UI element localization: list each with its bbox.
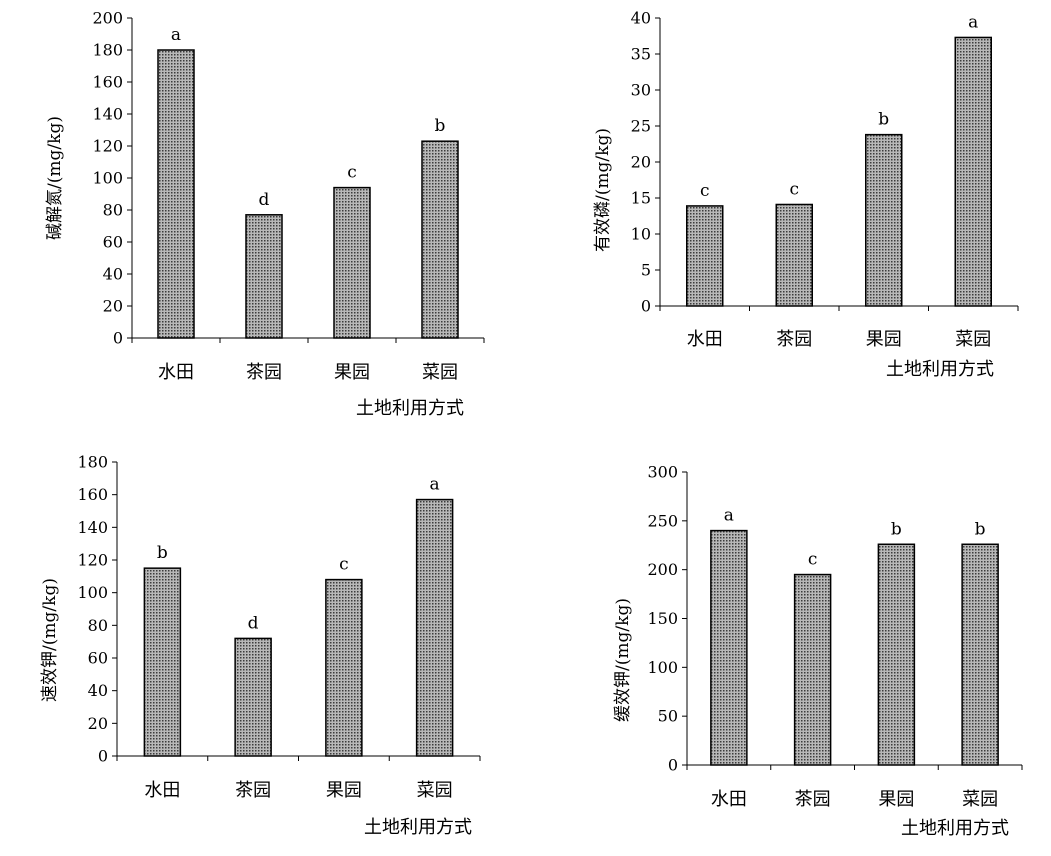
- y-axis-title: 碱解氮/(mg/kg): [45, 116, 65, 240]
- x-axis-title: 土地利用方式: [886, 359, 994, 380]
- significance-letter: b: [435, 116, 446, 136]
- x-axis-title: 土地利用方式: [364, 817, 472, 838]
- y-tick-label: 30: [631, 81, 651, 100]
- significance-letter: a: [724, 506, 734, 526]
- y-tick-label: 0: [98, 747, 108, 766]
- y-tick-label: 100: [77, 583, 108, 602]
- bar-3: [865, 133, 903, 307]
- significance-letter: c: [700, 181, 710, 201]
- y-tick-label: 40: [631, 9, 651, 28]
- y-tick-label: 60: [88, 649, 108, 668]
- x-category-label: 茶园: [246, 362, 282, 383]
- significance-letter: a: [171, 25, 181, 45]
- bar-3: [333, 186, 371, 339]
- bar-2: [245, 214, 283, 339]
- y-tick-label: 100: [92, 169, 123, 188]
- x-category-label: 菜园: [417, 780, 453, 801]
- significance-letter: b: [157, 543, 168, 563]
- y-tick-label: 20: [88, 714, 108, 733]
- y-tick-label: 15: [631, 189, 651, 208]
- bar-3: [877, 543, 916, 766]
- y-tick-label: 0: [668, 756, 678, 775]
- significance-letter: c: [347, 163, 357, 183]
- chart-panel-3: 0 20 40 60 80 100 120 140 160 180 b 水田 d 茶园 c 果园 a 菜园土地利用…: [40, 453, 481, 838]
- significance-letter: d: [259, 190, 270, 210]
- significance-letter: b: [975, 519, 986, 539]
- y-tick-label: 250: [647, 511, 678, 530]
- x-category-label: 果园: [866, 329, 902, 350]
- bar-1: [157, 49, 195, 339]
- x-category-label: 水田: [158, 362, 194, 383]
- y-tick-label: 160: [92, 73, 123, 92]
- y-tick-label: 160: [77, 485, 108, 504]
- y-tick-label: 180: [92, 41, 123, 60]
- x-category-label: 菜园: [422, 362, 458, 383]
- significance-letter: a: [968, 12, 978, 32]
- x-category-label: 菜园: [962, 789, 998, 810]
- significance-letter: d: [248, 613, 259, 633]
- y-tick-label: 80: [88, 616, 108, 635]
- bar-2: [793, 573, 832, 766]
- x-category-label: 茶园: [776, 329, 812, 350]
- bar-4: [415, 498, 454, 757]
- significance-letter: b: [891, 519, 902, 539]
- y-tick-label: 140: [92, 105, 123, 124]
- y-tick-label: 20: [103, 297, 123, 316]
- x-category-label: 果园: [326, 780, 362, 801]
- y-tick-label: 140: [77, 518, 108, 537]
- bar-4: [961, 543, 999, 766]
- bar-4: [954, 36, 992, 307]
- x-category-label: 茶园: [795, 789, 831, 810]
- y-tick-label: 40: [103, 265, 123, 284]
- y-tick-label: 25: [631, 117, 651, 136]
- y-tick-label: 50: [658, 707, 678, 726]
- y-axis-title: 有效磷/(mg/kg): [593, 128, 613, 252]
- x-category-label: 果园: [334, 362, 370, 383]
- x-category-label: 水田: [711, 789, 747, 810]
- x-category-label: 水田: [687, 329, 723, 350]
- x-axis-title: 土地利用方式: [901, 818, 1009, 839]
- y-tick-label: 20: [631, 153, 651, 172]
- y-tick-label: 10: [631, 225, 651, 244]
- significance-letter: a: [430, 475, 440, 495]
- chart-panel-1: 0 20 40 60 80 100 120 140 160 180 200 a 水田 d 茶园 c 果园 b 菜园土…: [45, 9, 485, 419]
- x-category-label: 菜园: [955, 329, 991, 350]
- y-tick-label: 35: [631, 45, 651, 64]
- significance-letter: c: [808, 550, 818, 570]
- y-axis-title: 缓效钾/(mg/kg): [613, 598, 633, 722]
- y-tick-label: 5: [641, 261, 651, 280]
- x-axis-title: 土地利用方式: [356, 398, 464, 419]
- bar-1: [143, 567, 182, 757]
- x-category-label: 果园: [878, 789, 914, 810]
- bar-2: [775, 203, 813, 307]
- y-tick-label: 300: [647, 463, 678, 482]
- y-tick-label: 60: [103, 233, 123, 252]
- y-tick-label: 150: [647, 609, 678, 628]
- x-category-label: 茶园: [235, 780, 271, 801]
- y-tick-label: 120: [77, 551, 108, 570]
- bar-1: [686, 205, 724, 307]
- y-tick-label: 80: [103, 201, 123, 220]
- bar-3: [325, 578, 363, 757]
- significance-letter: b: [878, 110, 889, 130]
- x-category-label: 水田: [144, 780, 180, 801]
- significance-letter: c: [339, 555, 349, 575]
- significance-letter: c: [789, 179, 799, 199]
- y-tick-label: 100: [647, 658, 678, 677]
- y-tick-label: 200: [647, 560, 678, 579]
- y-tick-label: 200: [92, 9, 123, 28]
- y-tick-label: 180: [77, 453, 108, 472]
- y-tick-label: 0: [113, 329, 123, 348]
- y-tick-label: 120: [92, 137, 123, 156]
- bar-1: [710, 529, 748, 766]
- bar-4: [421, 140, 459, 339]
- y-tick-label: 0: [641, 297, 651, 316]
- bar-2: [234, 637, 272, 757]
- y-tick-label: 40: [88, 681, 108, 700]
- y-axis-title: 速效钾/(mg/kg): [40, 578, 60, 702]
